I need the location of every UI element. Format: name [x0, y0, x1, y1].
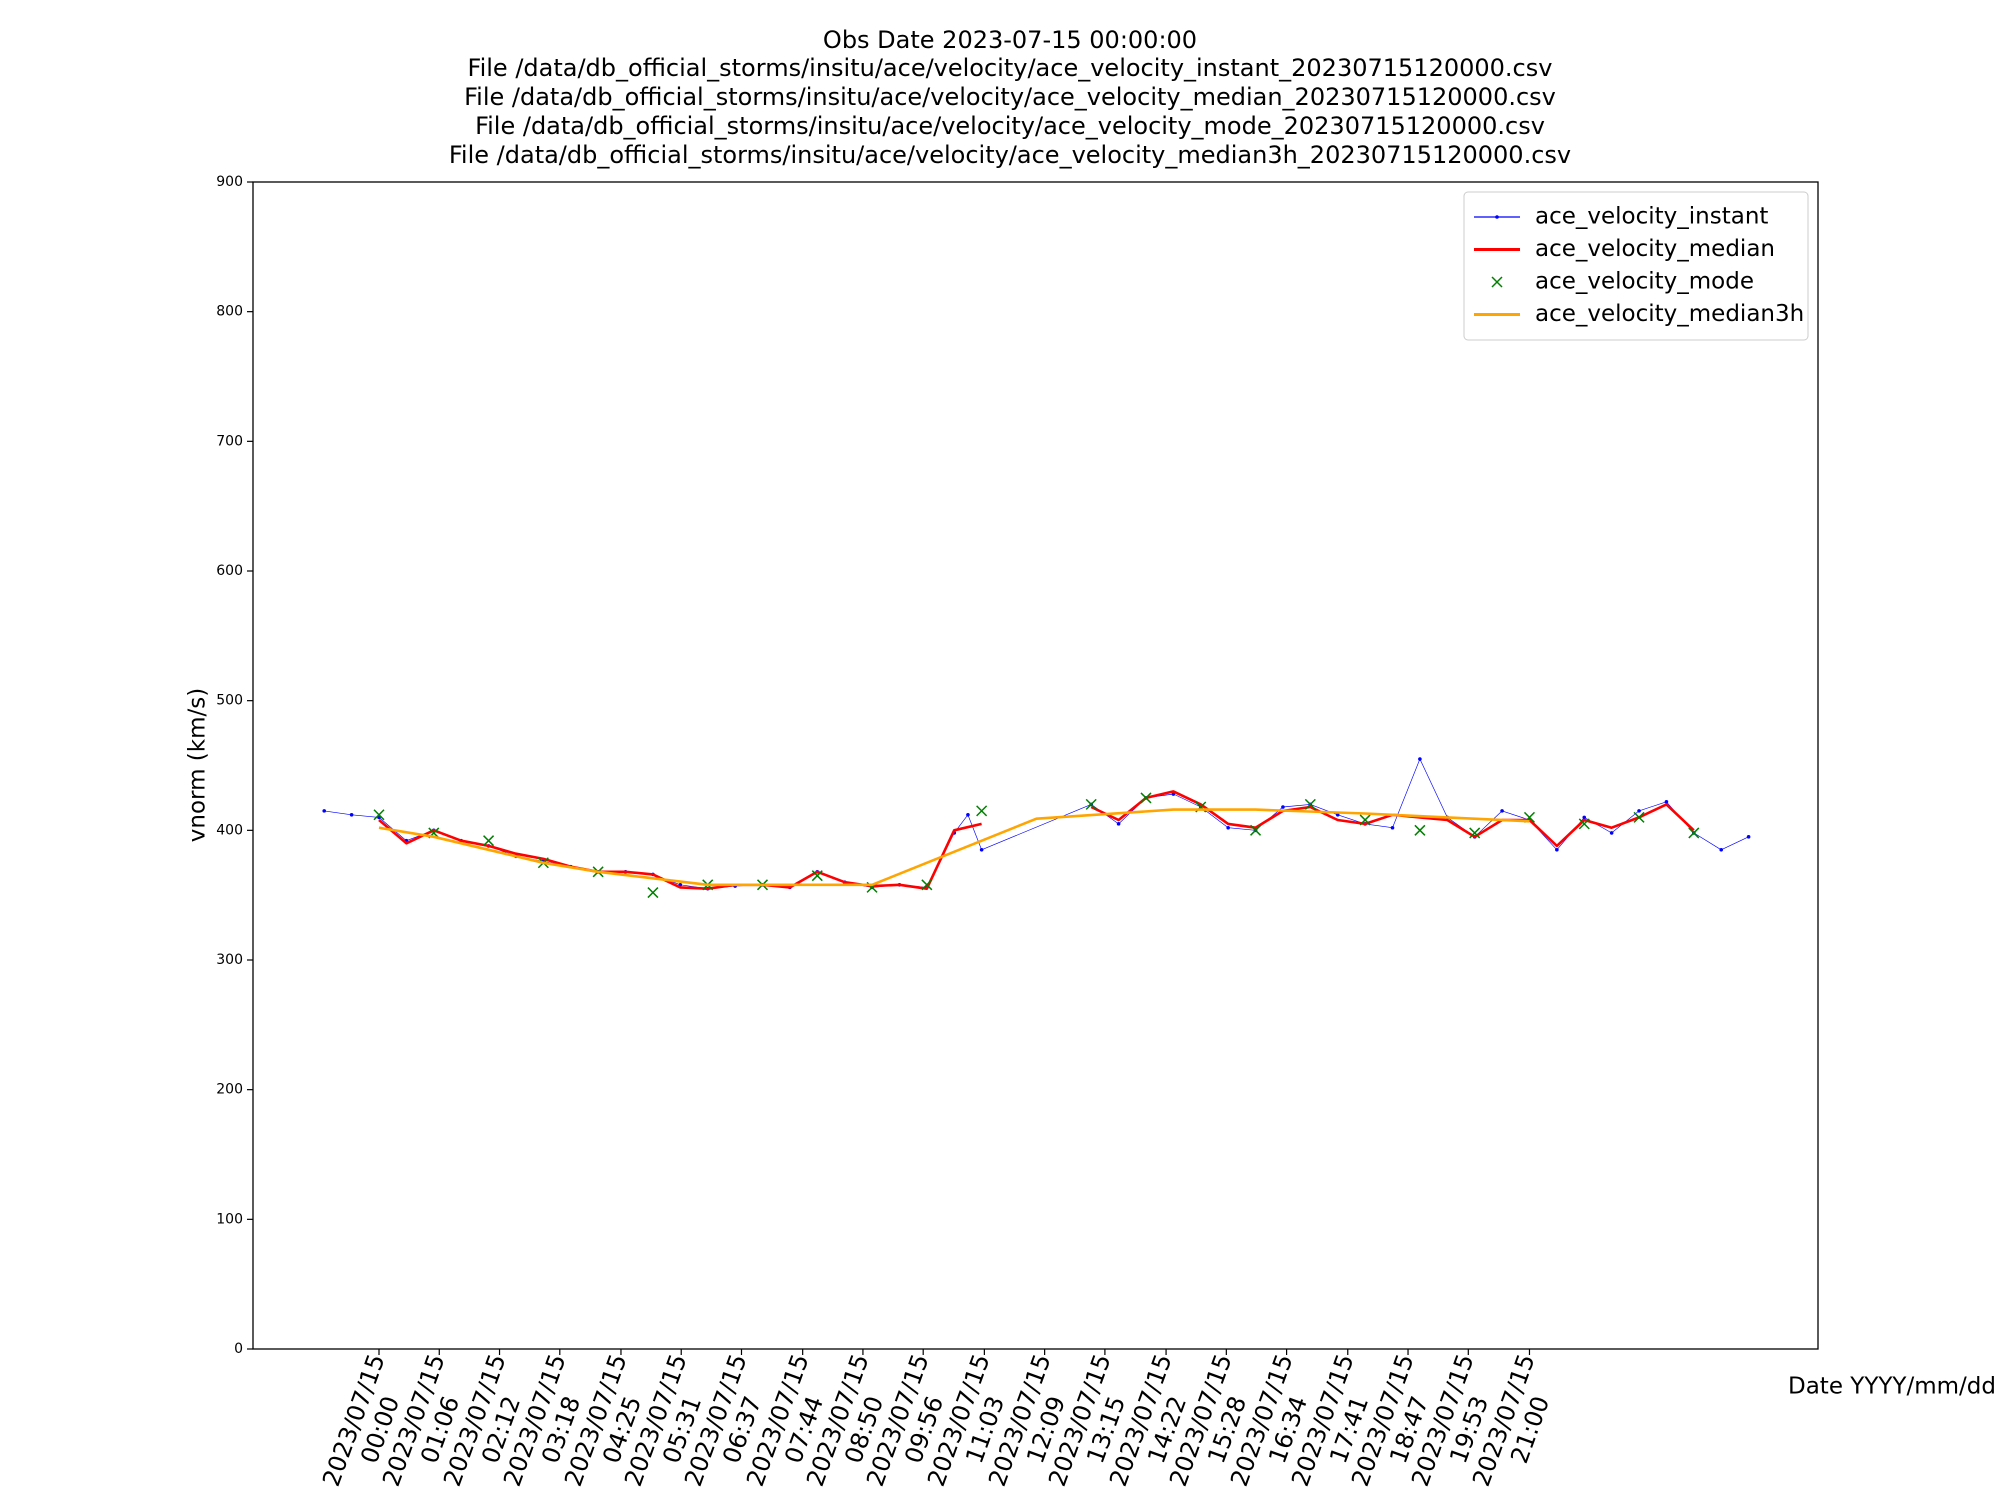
legend-label: ace_velocity_median3h [1535, 301, 1804, 327]
legend-box [1463, 191, 1809, 341]
title-line: Obs Date 2023-07-15 00:00:00 [823, 26, 1197, 54]
x-marker [1359, 814, 1371, 826]
point-marker [1637, 809, 1641, 813]
point-marker [1555, 847, 1559, 852]
point-marker [1609, 831, 1614, 835]
y-tick-label: 700 [216, 433, 243, 449]
y-tick-label: 300 [216, 952, 243, 968]
title-line: File /data/db_official_storms/insitu/ace… [449, 141, 1571, 169]
point-marker [1281, 805, 1285, 809]
x-marker [976, 805, 988, 817]
point-marker [1746, 835, 1751, 839]
point-marker [966, 812, 970, 817]
y-tick-label: 0 [234, 1341, 243, 1357]
y-axis-label: vnorm (km/s) [185, 688, 211, 842]
point-marker [322, 809, 327, 813]
legend-label: ace_velocity_mode [1535, 269, 1754, 295]
legend-swatch [1491, 276, 1503, 288]
point-marker [349, 812, 354, 817]
point-marker [1664, 800, 1669, 804]
x-marker [921, 879, 933, 891]
x-marker [1578, 818, 1590, 830]
legend-label: ace_velocity_median [1535, 236, 1775, 262]
point-marker [1116, 822, 1121, 826]
point-marker [1500, 809, 1504, 813]
y-tick-label: 200 [216, 1082, 243, 1098]
title-line: File /data/db_official_storms/insitu/ace… [475, 112, 1545, 140]
y-tick-label: 600 [216, 563, 243, 579]
x-marker [373, 809, 385, 821]
y-tick-label: 100 [216, 1211, 243, 1227]
axes-frame [252, 181, 1819, 1350]
legend-label: ace_velocity_instant [1535, 204, 1768, 230]
point-marker [979, 847, 984, 852]
y-tick-label: 500 [216, 693, 243, 709]
point-marker [1582, 815, 1587, 820]
x-marker [1633, 811, 1645, 823]
point-marker [1719, 847, 1724, 852]
x-marker [483, 835, 495, 847]
series-line [378, 790, 1695, 890]
point-marker [1418, 757, 1422, 761]
x-marker [1414, 824, 1426, 836]
point-marker [1390, 825, 1395, 830]
x-marker [1085, 798, 1097, 810]
series-line [378, 808, 1530, 887]
x-marker [1688, 827, 1700, 839]
point-marker [1335, 812, 1340, 817]
title-line: File /data/db_official_storms/insitu/ace… [464, 83, 1556, 111]
y-tick-label: 400 [216, 822, 243, 838]
point-marker [1226, 825, 1230, 830]
x-marker [1250, 824, 1262, 836]
x-marker [811, 870, 823, 882]
y-tick-label: 900 [216, 174, 243, 190]
x-marker [647, 887, 659, 899]
legend-swatch [1495, 215, 1499, 219]
x-marker [1469, 827, 1481, 839]
x-marker [1140, 792, 1152, 804]
title-line: File /data/db_official_storms/insitu/ace… [468, 54, 1553, 82]
y-tick-label: 800 [216, 304, 243, 320]
x-marker [1304, 798, 1316, 810]
x-axis-label: Date YYYY/mm/dd [1788, 1374, 1996, 1400]
